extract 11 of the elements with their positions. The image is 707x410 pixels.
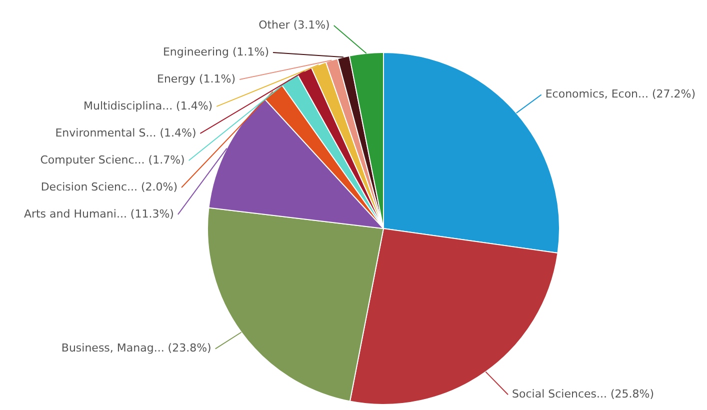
slice-label: Social Sciences... (25.8%) <box>512 387 654 400</box>
slice-label: Computer Scienc... (1.7%) <box>40 153 185 166</box>
slice-label: Business, Manag... (23.8%) <box>61 342 212 355</box>
slice-label: Multidisciplina... (1.4%) <box>84 99 213 112</box>
slice-label: Energy (1.1%) <box>157 72 236 86</box>
slice-label: Environmental S... (1.4%) <box>55 126 196 140</box>
slice-label: Economics, Econ... (27.2%) <box>545 88 696 101</box>
slice-label: Decision Scienc... (2.0%) <box>40 180 178 194</box>
slice-label: Engineering (1.1%) <box>162 45 269 58</box>
slice-label: Other (3.1%) <box>258 18 330 32</box>
slice-label: Arts and Humani... (11.3%) <box>24 207 174 220</box>
